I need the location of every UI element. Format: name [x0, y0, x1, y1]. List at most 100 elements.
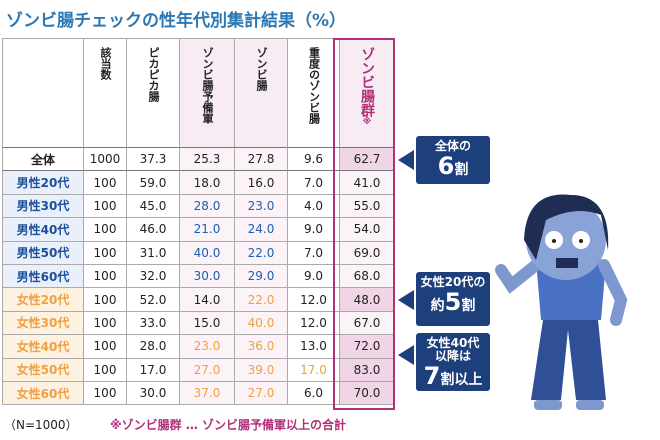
- column-header: 該当数: [84, 38, 127, 148]
- table-cell: 28.0: [127, 335, 180, 359]
- table-cell: 100: [84, 171, 127, 195]
- table-cell: 100: [84, 382, 127, 406]
- title: ゾンビ腸チェックの性年代別集計結果（%）: [6, 11, 347, 31]
- callout: 女性40代 以降は 7割以上: [416, 333, 490, 391]
- callout-text: 割: [454, 162, 469, 179]
- table-cell: 32.0: [127, 265, 180, 289]
- table-cell: 36.0: [235, 335, 288, 359]
- callout-text: 7: [423, 362, 441, 391]
- row-label: 女性30代: [2, 311, 84, 336]
- table-cell: 100: [84, 241, 127, 265]
- table-cell: 54.0: [340, 218, 395, 242]
- row-label: 男性40代: [2, 218, 84, 242]
- table-cell: 24.0: [235, 218, 288, 242]
- table-cell: 70.0: [340, 382, 395, 406]
- row-label: 全体: [2, 148, 84, 172]
- table-cell: 16.0: [235, 171, 288, 195]
- table-cell: 7.0: [288, 241, 340, 265]
- table-cell: 31.0: [127, 241, 180, 265]
- table-cell: 13.0: [288, 335, 340, 359]
- header-text: 重度のゾンビ腸: [307, 47, 321, 124]
- table-cell: 68.0: [340, 265, 395, 289]
- table-cell: 55.0: [340, 194, 395, 219]
- group-frame: [333, 38, 395, 410]
- table-cell: 100: [84, 311, 127, 336]
- table-cell: 27.0: [180, 358, 235, 382]
- callout-text: 6: [437, 152, 455, 181]
- table-cell: 21.0: [180, 218, 235, 242]
- header-text: 該当数: [99, 47, 112, 80]
- table-cell: 1000: [84, 148, 127, 172]
- footer-n: （N=1000）: [4, 418, 78, 432]
- callout-text: 約: [430, 298, 445, 315]
- table-cell: 30.0: [127, 382, 180, 406]
- table-cell: 39.0: [235, 358, 288, 382]
- table-cell: 9.0: [288, 218, 340, 242]
- table-cell: 9.6: [288, 148, 340, 172]
- table-cell: 30.0: [180, 265, 235, 289]
- table-cell: 37.3: [127, 148, 180, 172]
- column-header: ピカピカ腸: [127, 38, 180, 148]
- callout: 全体の 6割: [416, 136, 490, 184]
- table-cell: 69.0: [340, 241, 395, 265]
- table-cell: 100: [84, 358, 127, 382]
- table-cell: 45.0: [127, 194, 180, 219]
- callout-text: 割: [461, 298, 476, 315]
- illustration: [398, 150, 628, 410]
- callout-text: 以降は: [434, 349, 471, 364]
- callout-text: 全体の: [434, 139, 471, 153]
- callout: 女性20代の 約5割: [416, 272, 490, 326]
- table-cell: 17.0: [127, 358, 180, 382]
- row-label: 男性60代: [2, 265, 84, 289]
- row-label: 女性20代: [2, 288, 84, 312]
- row-label: 女性50代: [2, 358, 84, 382]
- table-cell: 7.0: [288, 171, 340, 195]
- table-cell: 28.0: [180, 194, 235, 219]
- column-header: ゾンビ腸: [235, 38, 288, 148]
- row-label: 女性60代: [2, 382, 84, 406]
- header-note: ※: [362, 117, 372, 127]
- table-cell: 100: [84, 335, 127, 359]
- table-cell: 62.7: [340, 148, 395, 172]
- table-cell: 37.0: [180, 382, 235, 406]
- table-cell: 15.0: [180, 311, 235, 336]
- table-cell: 40.0: [180, 241, 235, 265]
- header-blank: [2, 38, 84, 148]
- table-cell: 25.3: [180, 148, 235, 172]
- table-cell: 14.0: [180, 288, 235, 312]
- row-label: 男性30代: [2, 194, 84, 219]
- table-cell: 29.0: [235, 265, 288, 289]
- table-cell: 59.0: [127, 171, 180, 195]
- header-text: ゾンビ腸: [255, 47, 268, 91]
- table-cell: 41.0: [340, 171, 395, 195]
- table-cell: 6.0: [288, 382, 340, 406]
- table-cell: 12.0: [288, 288, 340, 312]
- row-label: 女性40代: [2, 335, 84, 359]
- table-cell: 33.0: [127, 311, 180, 336]
- table-cell: 100: [84, 288, 127, 312]
- table-cell: 46.0: [127, 218, 180, 242]
- table-cell: 17.0: [288, 358, 340, 382]
- table-cell: 72.0: [340, 335, 395, 359]
- column-header: 重度のゾンビ腸: [288, 38, 340, 148]
- column-header: ゾンビ腸予備軍: [180, 38, 235, 148]
- table-cell: 100: [84, 194, 127, 219]
- table-cell: 100: [84, 265, 127, 289]
- table-cell: 22.0: [235, 288, 288, 312]
- table-cell: 9.0: [288, 265, 340, 289]
- row-label: 男性50代: [2, 241, 84, 265]
- footer-note: ※ゾンビ腸群 … ゾンビ腸予備軍以上の合計: [110, 418, 347, 432]
- table-cell: 27.8: [235, 148, 288, 172]
- table-cell: 4.0: [288, 194, 340, 219]
- table-cell: 100: [84, 218, 127, 242]
- table-cell: 22.0: [235, 241, 288, 265]
- table-cell: 12.0: [288, 311, 340, 336]
- table-cell: 27.0: [235, 382, 288, 406]
- table-cell: 23.0: [235, 194, 288, 219]
- header-text: ピカピカ腸: [147, 47, 160, 102]
- callout-text: 女性20代の: [420, 275, 486, 289]
- column-header: ゾンビ腸群 ※: [340, 38, 395, 148]
- row-label: 男性20代: [2, 171, 84, 195]
- header-text: ゾンビ腸予備軍: [201, 47, 214, 124]
